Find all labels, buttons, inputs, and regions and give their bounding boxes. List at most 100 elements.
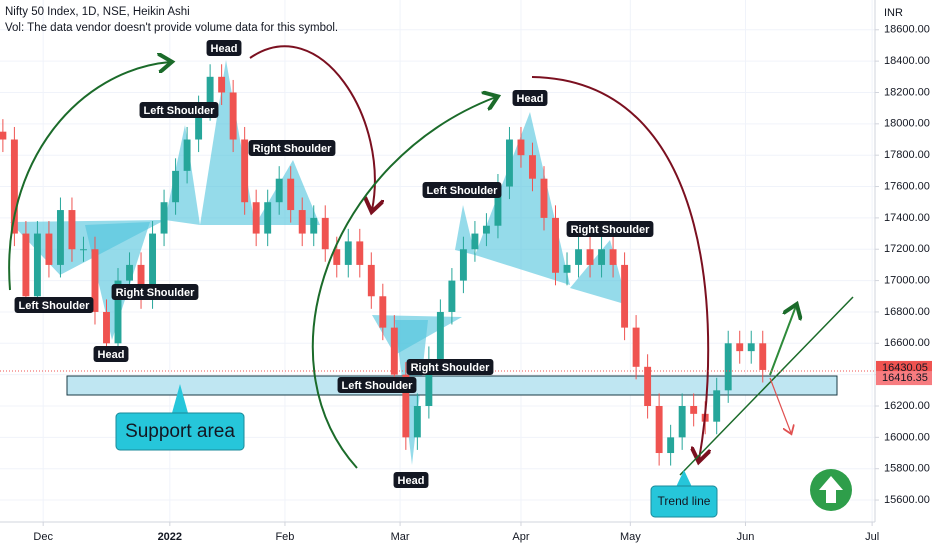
arrow	[769, 377, 791, 433]
candle-body	[448, 280, 456, 312]
x-tick-label: May	[620, 531, 641, 543]
callout-box	[115, 412, 245, 451]
candle-body	[56, 210, 64, 265]
candle-body	[540, 178, 548, 218]
annotation-label: Head	[98, 349, 125, 361]
price-tag-label: 16430.05	[882, 362, 928, 374]
candle-body	[747, 343, 755, 352]
annotation-box	[337, 377, 417, 393]
candle-body	[621, 264, 629, 328]
candle-body	[529, 155, 536, 179]
candle-body	[229, 92, 237, 140]
annotation-box	[393, 472, 429, 488]
candle-body	[517, 139, 525, 156]
annotation-box	[248, 140, 336, 156]
y-tick-label: 16200.00	[884, 400, 930, 412]
candle-body	[321, 217, 329, 250]
candle-body	[287, 178, 295, 211]
candle-body	[91, 249, 99, 312]
annotations: Head Left Shoulder Right Shoulder Left Shou…	[14, 40, 654, 488]
candle-body	[494, 186, 502, 226]
y-tick-label: 16800.00	[884, 306, 930, 318]
candle-body	[80, 249, 87, 251]
candle-body	[344, 241, 352, 265]
callout-text: Trend line	[658, 494, 711, 508]
candle-body	[459, 249, 467, 281]
x-tick-label: Jul	[865, 531, 879, 543]
candle-body	[298, 210, 306, 234]
trend-line	[679, 296, 854, 476]
candle-body	[356, 241, 364, 265]
candle-body	[22, 233, 30, 297]
callout-pointer	[172, 384, 188, 413]
candle-body	[482, 225, 490, 234]
y-tick-label: 16000.00	[884, 431, 930, 443]
annotation-label: Right Shoulder	[116, 287, 196, 299]
annotation-label: Head	[517, 93, 544, 105]
candle-body	[506, 139, 513, 187]
candle-body	[402, 374, 410, 438]
candle-body	[275, 178, 283, 203]
annotation-box	[406, 359, 494, 375]
candle-body	[252, 202, 260, 234]
candle-body	[195, 108, 203, 140]
x-tick-label: Dec	[33, 531, 53, 543]
y-tick-label: 16600.00	[884, 337, 930, 349]
candle-body	[390, 327, 398, 375]
candle-body	[126, 264, 133, 281]
callout-pointer	[676, 470, 692, 487]
candle-body	[183, 139, 191, 171]
candle-body	[33, 233, 41, 297]
candle-body	[149, 233, 157, 297]
y-tick-label: 17200.00	[884, 243, 930, 255]
annotation-label: Right Shoulder	[253, 143, 333, 155]
support-zone	[66, 375, 838, 396]
x-tick-label: 2022	[158, 531, 182, 543]
candle-body	[724, 343, 732, 391]
candle-body	[644, 366, 652, 406]
curved-arrow	[249, 45, 375, 210]
curved-arrow	[8, 62, 170, 291]
x-tick-label: Mar	[391, 531, 410, 543]
candle-body	[0, 131, 7, 140]
candle-body	[206, 76, 214, 109]
candle-body	[471, 233, 479, 250]
candle-body	[218, 76, 226, 93]
annotation-box	[206, 40, 242, 56]
candle-body	[425, 358, 433, 406]
arrow	[769, 306, 796, 376]
candle-body	[114, 280, 122, 344]
up-icon-arrow	[819, 476, 843, 503]
x-tick-label: Jun	[737, 531, 755, 543]
y-tick-label: 18200.00	[884, 86, 930, 98]
y-tick-label: 17000.00	[884, 275, 930, 287]
annotation-box	[93, 346, 129, 362]
annotation-box	[422, 182, 502, 198]
annotation-label: Left Shoulder	[144, 105, 216, 117]
annotation-box	[111, 284, 199, 300]
candle-body	[367, 264, 375, 297]
candle-body	[137, 264, 145, 297]
candle-body	[45, 233, 53, 265]
candle-body	[68, 210, 76, 250]
annotation-box	[14, 297, 94, 313]
callout-box	[650, 485, 718, 518]
candle-body	[103, 311, 110, 344]
candle-body	[436, 311, 444, 359]
candle-body	[667, 437, 675, 454]
y-tick-label: 17800.00	[884, 149, 930, 161]
y-tick-label: 15800.00	[884, 463, 930, 475]
annotation-label: Head	[211, 43, 238, 55]
candle-body	[713, 390, 721, 422]
curved-arrow	[311, 97, 496, 469]
curved-arrow	[531, 76, 708, 460]
candles	[0, 64, 767, 466]
candle-body	[241, 139, 249, 203]
axes: 15600.0015800.0016000.0016200.0016400.00…	[33, 24, 932, 543]
candle-body	[552, 217, 559, 273]
y-tick-label: 17400.00	[884, 212, 930, 224]
candle-body	[379, 296, 387, 328]
callout-text: Support area	[125, 421, 235, 442]
